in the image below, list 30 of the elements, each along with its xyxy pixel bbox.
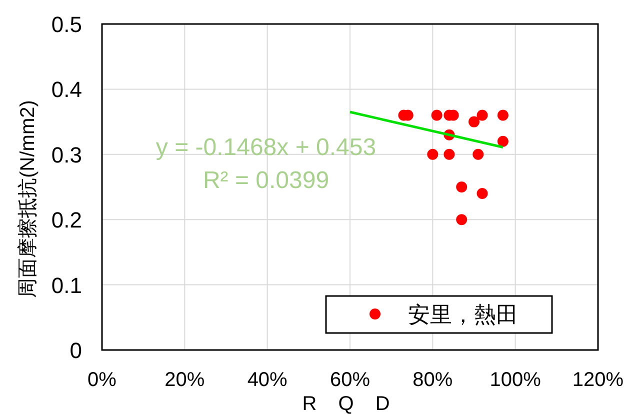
point [427, 148, 438, 160]
x-tick-label: 20% [164, 369, 205, 391]
point [468, 116, 480, 128]
point [444, 148, 455, 160]
x-tick-label: 80% [412, 369, 453, 391]
annotation: R² = 0.0399 [202, 167, 330, 194]
x-tick-label: 60% [330, 369, 370, 391]
x-tick-label: 120% [572, 369, 624, 391]
point [456, 182, 468, 192]
y-tick-label: 0.4 [51, 77, 82, 102]
point [476, 110, 488, 121]
y-tick-label: 0.2 [51, 208, 82, 233]
point [476, 188, 488, 200]
x-axis-title: R Q D [302, 393, 398, 414]
y-tick-label: 0.3 [51, 142, 82, 168]
legend: 安里，熱田 [325, 295, 553, 334]
x-tick-label: 0% [88, 369, 117, 391]
x-tick-label: 100% [490, 369, 542, 391]
point [472, 148, 484, 160]
legend-label: 安里，熱田 [408, 302, 518, 327]
point [431, 110, 442, 121]
x-tick-label: 40% [247, 369, 288, 391]
y-tick-label: 0.5 [51, 12, 82, 37]
annotation: y = -0.1468x + 0.453 [156, 134, 376, 161]
point [456, 214, 468, 226]
y-tick-label: 0 [70, 338, 82, 363]
y-axis-title: 周面摩擦抵抗(N/mm2) [17, 100, 39, 298]
y-tick-label: 0.1 [51, 272, 82, 298]
point [497, 136, 508, 147]
point [497, 110, 508, 121]
